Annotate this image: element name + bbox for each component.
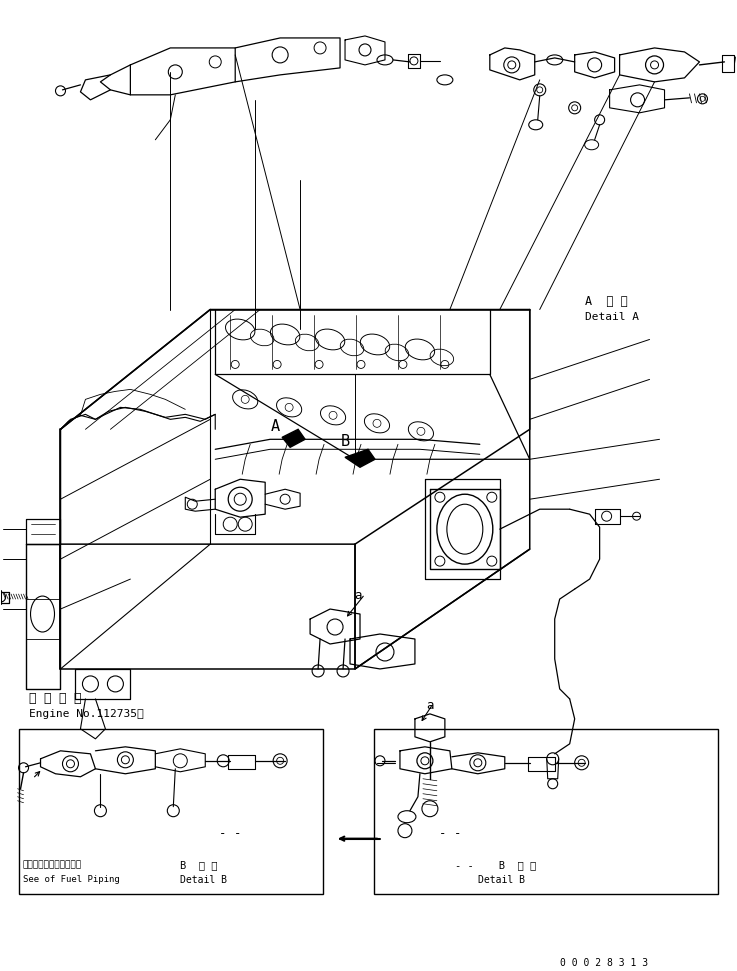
Text: A: A [270,419,280,434]
Polygon shape [282,429,305,448]
Text: - -    B  詳 細: - - B 詳 細 [455,860,536,871]
Bar [18,729,323,893]
Polygon shape [345,450,375,467]
Text: - -: - - [219,826,242,840]
Text: A  詳 細: A 詳 細 [584,294,627,308]
Text: a: a [354,589,362,602]
Text: B  詳 細: B 詳 細 [181,860,218,871]
Text: See of Fuel Piping: See of Fuel Piping [23,875,119,884]
Text: B: B [340,434,349,450]
Text: Detail B: Detail B [478,875,525,885]
Text: Detail B: Detail B [181,875,227,885]
Text: Engine No.112735～: Engine No.112735～ [29,709,143,719]
Text: - -: - - [439,826,461,840]
Text: a: a [426,699,433,712]
Text: 適 用 号 機: 適 用 号 機 [29,692,81,705]
Text: Detail A: Detail A [584,312,639,321]
Text: 0 0 0 2 8 3 1 3: 0 0 0 2 8 3 1 3 [559,958,648,968]
Bar [374,729,719,893]
Text: フェエルパイピング参照: フェエルパイピング参照 [23,860,82,870]
